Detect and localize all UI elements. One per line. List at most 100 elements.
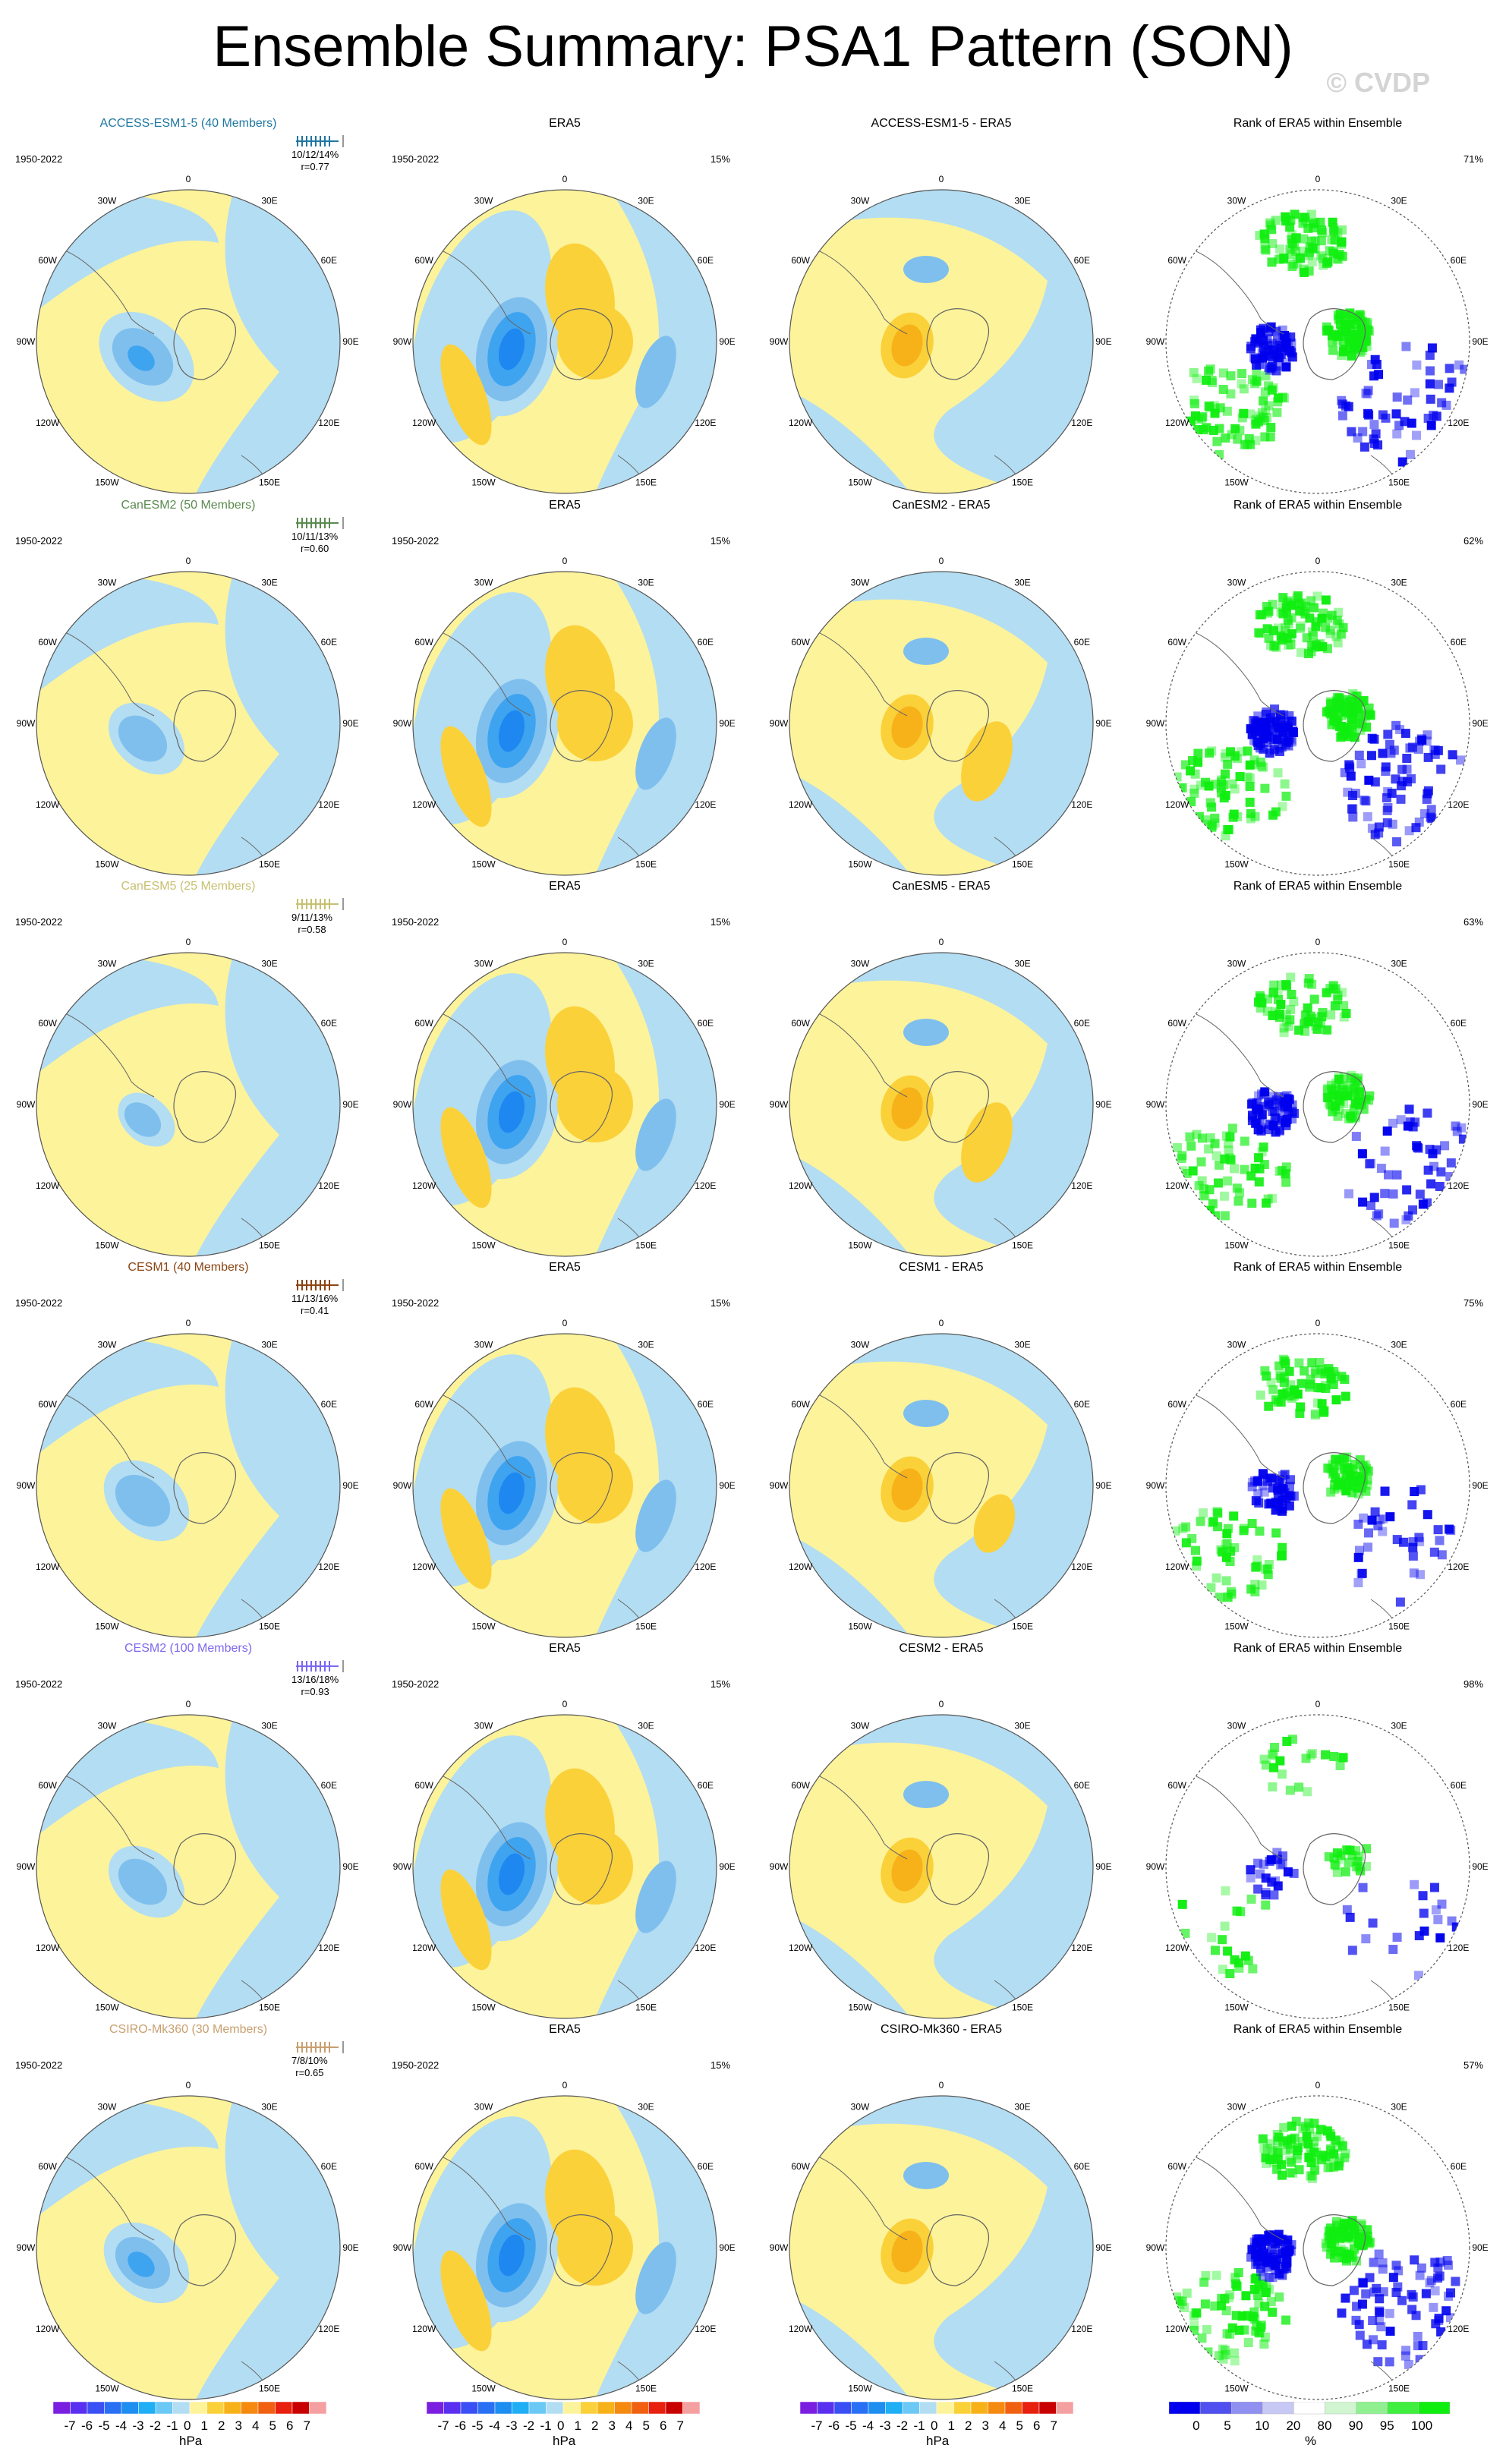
rank-cell (1188, 1166, 1198, 1176)
hpa-colorbar (800, 2402, 1074, 2415)
south-america-coastline (420, 1767, 531, 1860)
rank-cell (1358, 1883, 1368, 1892)
map-border (36, 1714, 341, 2019)
rank-cell (1309, 994, 1319, 1004)
rank-cell (1278, 1389, 1287, 1399)
rank-cell (1248, 1964, 1258, 1974)
rank-cell (1255, 231, 1265, 241)
rank-cell (1245, 797, 1255, 807)
rank-cell (1249, 716, 1259, 726)
rank-cell (1347, 791, 1357, 801)
longitude-label: 60W (791, 637, 810, 648)
rank-cell (1327, 235, 1337, 244)
rank-cell (1273, 2154, 1283, 2164)
positive-anomaly-region (557, 685, 633, 761)
polar-map: 030E60E90E120E150E180150W120W90W60W30W (1146, 937, 1489, 1257)
longitude-label: 120W (412, 1943, 436, 1953)
rank-cell (1268, 642, 1278, 652)
rank-cell (1306, 1750, 1315, 1760)
rank-cell (1269, 1890, 1279, 1900)
rank-cell (1268, 1782, 1278, 1791)
rank-cell (1306, 1374, 1315, 1384)
rank-cell (1246, 344, 1256, 354)
rank-cell (1202, 2324, 1211, 2334)
longitude-label: 150W (848, 477, 872, 487)
rank-cell (1323, 257, 1333, 267)
rank-cell (1378, 2287, 1388, 2297)
longitude-label: 0 (562, 1318, 568, 1328)
rank-cell (1215, 449, 1224, 459)
rank-cell (1363, 408, 1373, 418)
colorbar-tick-label: 0 (557, 2418, 565, 2433)
rank-cell (1225, 2290, 1235, 2300)
longitude-label: 30W (474, 2102, 493, 2113)
longitude-label: 120W (412, 2324, 436, 2334)
rank-cell (1376, 2322, 1386, 2332)
rank-cell (1259, 1142, 1268, 1152)
map-border (1165, 571, 1470, 876)
longitude-label: 30E (261, 1721, 277, 1731)
antarctica-coastline (1303, 2214, 1366, 2286)
rank-cell (1257, 1147, 1267, 1157)
percent-variance-label: 15% (710, 153, 731, 165)
rank-cell (1255, 1527, 1265, 1536)
rank-cell (1287, 989, 1296, 999)
rank-cell (1286, 1380, 1296, 1390)
map-border (36, 2095, 341, 2400)
longitude-label: 90E (342, 336, 358, 347)
rank-cell (1211, 1573, 1221, 1583)
colorbar-tick-label: -6 (455, 2418, 467, 2433)
longitude-label: 120W (412, 799, 436, 810)
rank-cell (1246, 1873, 1256, 1883)
rank-cell (1407, 1500, 1417, 1510)
longitude-label: 60E (321, 1018, 337, 1029)
south-america-coastline (43, 624, 155, 717)
negative-anomaly-region (118, 715, 168, 762)
longitude-label: 30W (1227, 2102, 1246, 2113)
rank-cell (1279, 393, 1289, 403)
rank-cell (1301, 1010, 1311, 1020)
rank-cell (1287, 629, 1296, 638)
rank-cell (1247, 1113, 1257, 1123)
rank-cell (1391, 409, 1401, 419)
longitude-label: 150W (1224, 859, 1249, 869)
rank-cell (1416, 1570, 1426, 1580)
rank-cell (1186, 1141, 1196, 1151)
rank-cell (1231, 2280, 1241, 2290)
longitude-label: 150W (471, 2002, 496, 2012)
model-panel: 030E60E90E120E150E180150W120W90W60W30WCE… (0, 1258, 376, 1640)
panel-title: Rank of ERA5 within Ensemble (1233, 499, 1403, 512)
south-america-coastline (420, 624, 531, 717)
rank-cell (1411, 823, 1421, 833)
period-label: 1950-2022 (392, 916, 440, 928)
longitude-label: 60E (698, 637, 714, 648)
rank-cell (1220, 1211, 1230, 1221)
negative-anomaly-region (635, 1479, 676, 1552)
rank-cell (1341, 1867, 1350, 1876)
positive-anomaly-region (557, 2210, 633, 2286)
polar-map: 030E60E90E120E150E180150W120W90W60W30W (17, 2080, 359, 2400)
period-label: 1950-2022 (15, 2059, 63, 2071)
rank-cell (1401, 2346, 1411, 2355)
polar-map: 030E60E90E120E150E180150W120W90W60W30W (393, 2080, 736, 2400)
rank-cell (1337, 2308, 1347, 2318)
rank-cell (1257, 1580, 1267, 1590)
longitude-label: 120E (318, 1561, 339, 1572)
longitude-label: 150W (471, 1240, 496, 1250)
rank-cell (1307, 1358, 1317, 1368)
rank-cell (1185, 1132, 1195, 1142)
longitude-label: 120E (1448, 1180, 1469, 1191)
rank-cell (1357, 1568, 1367, 1578)
rank-cell (1271, 717, 1281, 727)
longitude-label: 60E (1074, 255, 1090, 266)
longitude-label: 120W (1165, 417, 1189, 428)
rank-cell (1407, 742, 1417, 752)
south-america-coastline (1173, 2148, 1284, 2241)
longitude-label: 120W (36, 1561, 60, 1572)
longitude-label: 60E (698, 255, 714, 266)
rank-cell (1410, 1880, 1419, 1889)
rank-cell (1261, 1873, 1271, 1883)
negative-anomaly-region (903, 2162, 949, 2189)
rank-cell (1413, 1142, 1423, 1152)
rank-cell (1322, 988, 1331, 997)
